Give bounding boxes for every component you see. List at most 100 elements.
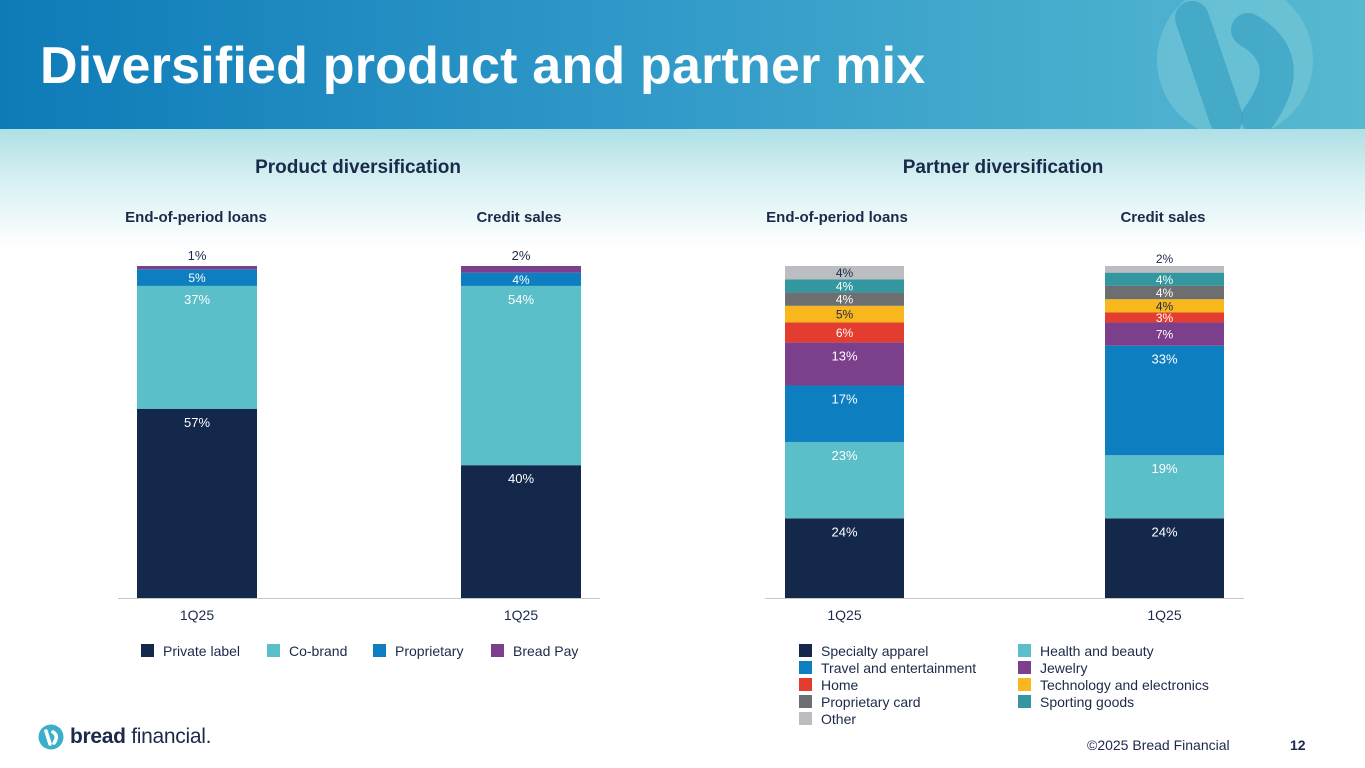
legend-item: Co-brand — [267, 642, 347, 659]
legend-item: Private label — [141, 642, 240, 659]
bar-segment-technology-and-electronics — [785, 305, 904, 323]
legend-swatch — [1018, 678, 1031, 691]
data-label: 17% — [831, 392, 857, 407]
data-label: 2% — [1156, 252, 1174, 266]
header-gradient-band — [0, 129, 1365, 249]
legend-item: Proprietary — [373, 642, 463, 659]
data-label: 24% — [1151, 524, 1177, 539]
legend-label: Technology and electronics — [1040, 676, 1209, 693]
product-section-title: Product diversification — [255, 157, 461, 178]
data-label: 24% — [831, 524, 857, 539]
bar-segment-private-label — [137, 408, 257, 598]
legend-swatch — [799, 695, 812, 708]
bar-segment-travel-and-entertainment — [785, 385, 904, 442]
bar-segment-bread-pay — [461, 266, 581, 273]
bar-segment-sporting-goods — [785, 279, 904, 293]
legend-swatch — [1018, 661, 1031, 674]
data-label: 7% — [1156, 328, 1174, 342]
data-label: 40% — [508, 471, 534, 486]
bar-segment-proprietary-card — [1105, 285, 1224, 300]
legend-label: Proprietary card — [821, 693, 921, 710]
data-label: 57% — [184, 415, 210, 430]
x-tick-label: 1Q25 — [180, 607, 214, 623]
legend-item: Jewelry — [1018, 659, 1087, 676]
product-sales-label: Credit sales — [476, 209, 562, 226]
data-label: 33% — [1151, 352, 1177, 367]
bar-segment-proprietary — [461, 272, 581, 286]
legend-swatch — [1018, 695, 1031, 708]
data-label: 4% — [1156, 286, 1174, 300]
partner-sales-label: Credit sales — [1120, 209, 1206, 226]
data-label: 2% — [512, 248, 531, 263]
bar-segment-other — [785, 266, 904, 280]
legend-item: Sporting goods — [1018, 693, 1134, 710]
data-label: 6% — [836, 326, 854, 340]
data-label: 13% — [831, 348, 857, 363]
x-tick-label: 1Q25 — [827, 607, 861, 623]
brand-name: bread financial. — [70, 725, 212, 748]
data-label: 3% — [1156, 311, 1174, 325]
legend-item: Travel and entertainment — [799, 659, 976, 676]
data-label: 1% — [188, 248, 207, 263]
header-banner: Diversified product and partner mix — [0, 0, 1365, 129]
legend-swatch — [141, 644, 154, 657]
bar-segment-specialty-apparel — [785, 518, 904, 598]
data-label: 37% — [184, 292, 210, 307]
partner-section-title: Partner diversification — [902, 157, 1104, 178]
legend-item: Home — [799, 676, 858, 693]
legend-label: Health and beauty — [1040, 642, 1154, 659]
legend-label: Home — [821, 676, 859, 693]
bar-segment-other — [1105, 266, 1224, 273]
bar-segment-co-brand — [461, 285, 581, 466]
bar-segment-jewelry — [1105, 322, 1224, 346]
bread-logo-icon — [38, 724, 64, 750]
data-label: 4% — [836, 293, 854, 307]
data-label: 5% — [836, 308, 854, 322]
bar-segment-home — [785, 322, 904, 343]
partner-loans-label: End-of-period loans — [766, 209, 908, 226]
legend-label: Proprietary — [395, 642, 464, 659]
legend-label: Other — [821, 710, 857, 727]
bar-segment-home — [1105, 312, 1224, 323]
page-title: Diversified product and partner mix — [40, 37, 926, 95]
bar-segment-health-and-beauty — [1105, 455, 1224, 519]
legend-item: Technology and electronics — [1018, 676, 1209, 693]
copyright: ©2025 Bread Financial — [1087, 737, 1230, 753]
legend-label: Co-brand — [289, 642, 348, 659]
legend-swatch — [799, 712, 812, 725]
legend-swatch — [799, 644, 812, 657]
bar-segment-technology-and-electronics — [1105, 299, 1224, 313]
bar-segment-sporting-goods — [1105, 272, 1224, 286]
legend-item: Other — [799, 710, 856, 727]
data-label: 5% — [188, 271, 206, 285]
product-loans-label: End-of-period loans — [125, 209, 267, 226]
legend-label: Sporting goods — [1040, 693, 1135, 710]
legend-swatch — [1018, 644, 1031, 657]
legend-swatch — [373, 644, 386, 657]
x-tick-label: 1Q25 — [1147, 607, 1181, 623]
legend-label: Jewelry — [1040, 659, 1088, 676]
bar-segment-proprietary-card — [785, 292, 904, 306]
legend-swatch — [267, 644, 280, 657]
bar-segment-private-label — [461, 465, 581, 598]
legend-swatch — [491, 644, 504, 657]
legend-item: Specialty apparel — [799, 642, 928, 659]
data-label: 4% — [512, 273, 530, 287]
data-label: 23% — [831, 448, 857, 463]
page-number: 12 — [1290, 737, 1306, 753]
legend-item: Proprietary card — [799, 693, 921, 710]
legend-item: Health and beauty — [1018, 642, 1154, 659]
legend-label: Bread Pay — [513, 642, 579, 659]
legend-swatch — [799, 678, 812, 691]
legend-label: Travel and entertainment — [821, 659, 977, 676]
data-label: 4% — [1156, 299, 1174, 313]
data-label: 54% — [508, 292, 534, 307]
bar-segment-proprietary — [137, 269, 257, 286]
legend-swatch — [799, 661, 812, 674]
legend-label: Specialty apparel — [821, 642, 929, 659]
data-label: 4% — [836, 266, 854, 280]
bar-segment-co-brand — [137, 285, 257, 409]
x-tick-label: 1Q25 — [504, 607, 538, 623]
bar-segment-health-and-beauty — [785, 441, 904, 519]
